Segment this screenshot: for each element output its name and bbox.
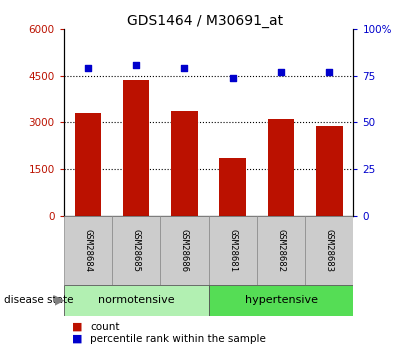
Bar xyxy=(305,216,353,285)
Point xyxy=(229,75,236,80)
Bar xyxy=(64,216,112,285)
Text: count: count xyxy=(90,322,120,332)
Text: GDS1464 / M30691_at: GDS1464 / M30691_at xyxy=(127,14,284,28)
Text: disease state: disease state xyxy=(4,295,74,305)
Bar xyxy=(257,216,305,285)
Text: GSM28683: GSM28683 xyxy=(325,229,334,272)
Bar xyxy=(160,216,209,285)
Bar xyxy=(171,111,198,216)
Point xyxy=(278,69,284,75)
Text: GSM28686: GSM28686 xyxy=(180,229,189,272)
Bar xyxy=(209,285,353,316)
Text: GSM28682: GSM28682 xyxy=(277,229,286,272)
Text: percentile rank within the sample: percentile rank within the sample xyxy=(90,334,266,344)
Bar xyxy=(268,119,294,216)
Bar xyxy=(74,113,101,216)
Bar xyxy=(316,126,343,216)
Text: normotensive: normotensive xyxy=(98,295,174,305)
Text: ■: ■ xyxy=(72,322,83,332)
Text: GSM28681: GSM28681 xyxy=(228,229,237,272)
Bar xyxy=(123,80,150,216)
Bar xyxy=(112,216,160,285)
Text: GSM28685: GSM28685 xyxy=(132,229,141,272)
Point xyxy=(85,66,91,71)
Point xyxy=(326,69,332,75)
Point xyxy=(133,62,139,68)
Text: ▶: ▶ xyxy=(55,294,65,307)
Bar xyxy=(64,285,208,316)
Point xyxy=(181,66,188,71)
Bar xyxy=(219,158,246,216)
Bar xyxy=(209,216,257,285)
Text: hypertensive: hypertensive xyxy=(245,295,318,305)
Text: ■: ■ xyxy=(72,334,83,344)
Text: GSM28684: GSM28684 xyxy=(83,229,92,272)
